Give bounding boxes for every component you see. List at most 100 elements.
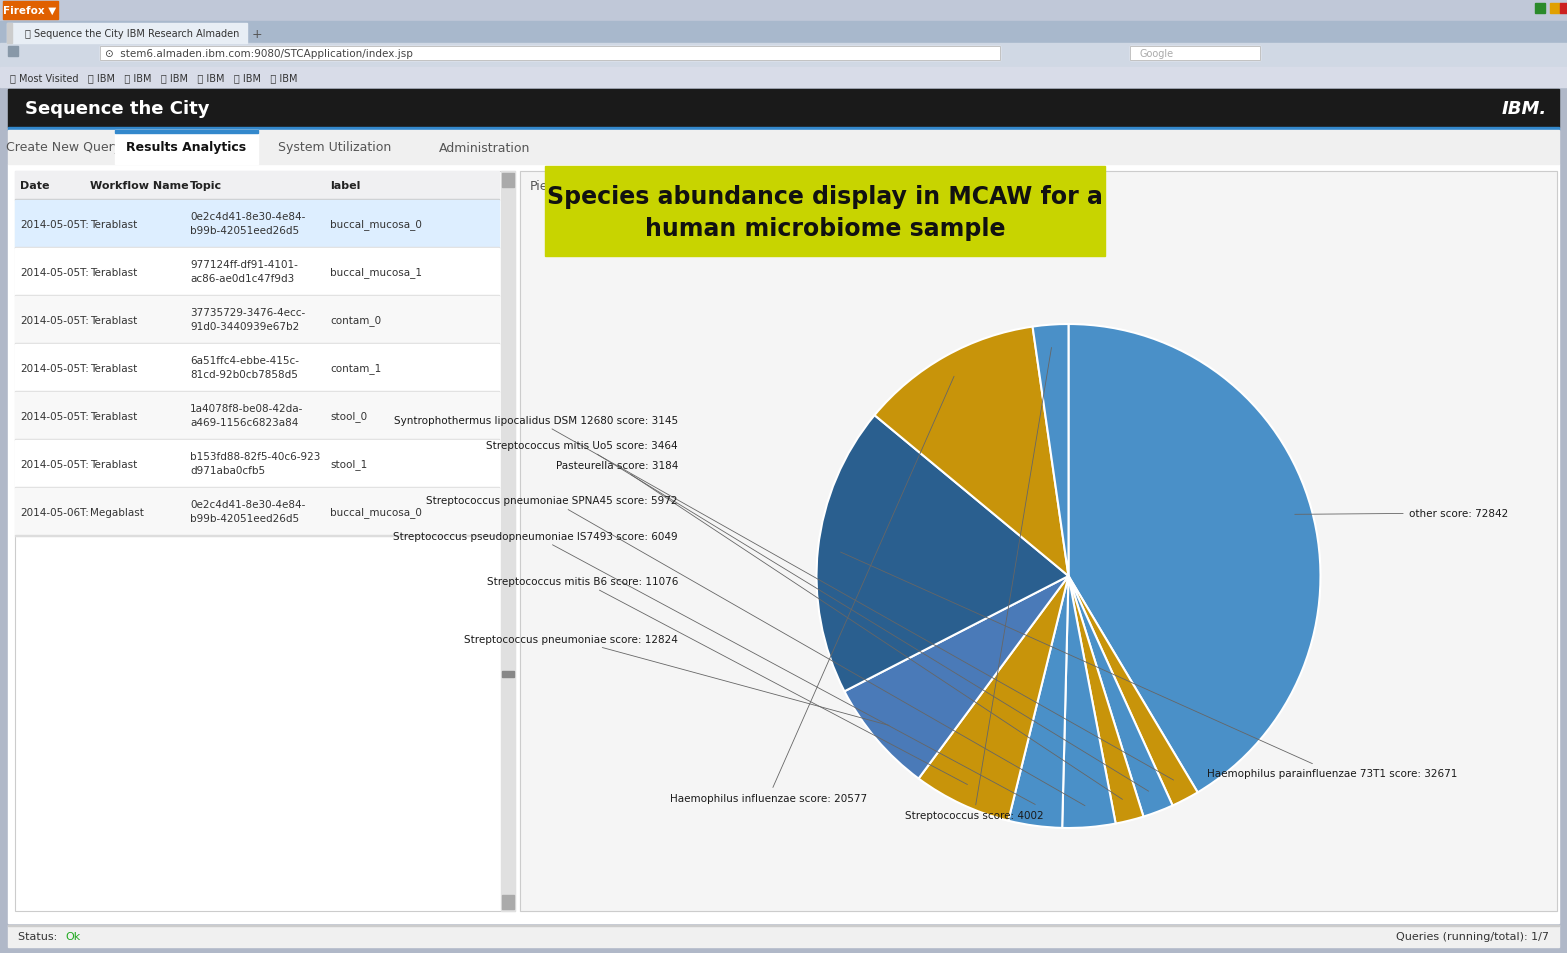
Bar [8,131,1559,165]
Text: Status:: Status: [17,931,61,941]
Bar [16,249,498,296]
Text: IBM.: IBM. [1501,100,1547,118]
Bar [3,2,58,20]
Text: Pasteurella score: 3184: Pasteurella score: 3184 [556,460,1122,800]
Text: Haemophilus influenzae score: 20577: Haemophilus influenzae score: 20577 [669,376,954,803]
Bar [16,488,498,489]
Bar [0,0,1567,22]
Text: 0e2c4d41-8e30-4e84-: 0e2c4d41-8e30-4e84- [190,499,306,510]
Text: Terablast: Terablast [89,459,138,470]
Text: 2014-05-05T:: 2014-05-05T: [20,315,89,326]
Text: ⊙  stem6.almaden.ibm.com:9080/STCApplication/index.jsp: ⊙ stem6.almaden.ibm.com:9080/STCApplicat… [105,49,412,59]
Bar [520,172,1558,911]
Bar [0,44,1567,68]
Bar [501,895,514,909]
Bar [16,393,498,440]
Bar [501,671,514,678]
Text: 2014-05-05T:: 2014-05-05T: [20,459,89,470]
Bar [545,167,1105,256]
Text: human microbiome sample: human microbiome sample [644,216,1006,241]
Text: label: label [331,181,360,191]
Bar [324,203,494,247]
Wedge shape [918,577,1069,821]
Text: Haemophilus parainfluenzae 73T1 score: 32671: Haemophilus parainfluenzae 73T1 score: 3… [840,553,1457,778]
Bar [1130,47,1260,61]
Text: 2014-05-05T:: 2014-05-05T: [20,220,89,230]
Text: Streptococcus pneumoniae SPNA45 score: 5972: Streptococcus pneumoniae SPNA45 score: 5… [426,496,1084,806]
Text: 37735729-3476-4ecc-: 37735729-3476-4ecc- [190,308,306,317]
Text: d971aba0cfb5: d971aba0cfb5 [190,465,265,476]
Bar [1561,4,1567,14]
Bar [8,925,1559,947]
Bar [114,131,259,133]
Text: buccal_mucosa_0: buccal_mucosa_0 [331,507,422,517]
Bar [8,165,1559,923]
Wedge shape [1062,577,1116,828]
Text: Streptococcus pseudopneumoniae IS7493 score: 6049: Streptococcus pseudopneumoniae IS7493 sc… [393,531,1036,804]
Bar [501,173,514,188]
Text: 81cd-92b0cb7858d5: 81cd-92b0cb7858d5 [190,370,298,379]
Text: Results Analytics: Results Analytics [127,141,246,154]
Text: Terablast: Terablast [89,412,138,421]
Text: Queries (running/total): 1/7: Queries (running/total): 1/7 [1396,931,1550,941]
Text: 2014-05-05T:: 2014-05-05T: [20,268,89,277]
Text: Terablast: Terablast [89,220,138,230]
Wedge shape [1069,577,1172,817]
Text: Streptococcus mitis Uo5 score: 3464: Streptococcus mitis Uo5 score: 3464 [486,440,1149,791]
Bar [16,172,516,911]
Text: Create New Query: Create New Query [6,141,121,154]
Text: contam_0: contam_0 [331,315,381,326]
Text: b153fd88-82f5-40c6-923: b153fd88-82f5-40c6-923 [190,452,320,461]
Text: Topic: Topic [190,181,223,191]
Text: ⭐ Most Visited   📁 IBM   📁 IBM   📁 IBM   📁 IBM   📁 IBM   📁 IBM: ⭐ Most Visited 📁 IBM 📁 IBM 📁 IBM 📁 IBM 📁… [9,73,298,83]
Bar [16,345,498,393]
Text: 6a51ffc4-ebbe-415c-: 6a51ffc4-ebbe-415c- [190,355,299,366]
Text: Terablast: Terablast [89,315,138,326]
Bar [520,172,1558,911]
Text: 977124ff-df91-4101-: 977124ff-df91-4101- [190,260,298,270]
Bar [6,24,13,44]
Text: Streptococcus pneumoniae score: 12824: Streptococcus pneumoniae score: 12824 [464,635,888,725]
Wedge shape [816,416,1069,692]
Text: System Utilization: System Utilization [279,141,392,154]
Bar [16,172,498,200]
Text: +: + [252,28,263,40]
Text: ac86-ae0d1c47f9d3: ac86-ae0d1c47f9d3 [190,274,295,284]
Bar [0,22,1567,44]
Bar [501,172,516,911]
Wedge shape [1008,577,1069,828]
Text: Administration: Administration [439,141,531,154]
Text: Pie: Pie [530,180,548,193]
Bar [16,172,516,911]
Bar [16,296,498,345]
Bar [16,200,498,201]
Bar [16,248,498,249]
Text: 1a4078f8-be08-42da-: 1a4078f8-be08-42da- [190,403,304,414]
Bar [16,392,498,393]
Bar [8,47,17,57]
Text: Firefox ▼: Firefox ▼ [3,6,56,16]
Bar [8,90,1559,128]
Text: a469-1156c6823a84: a469-1156c6823a84 [190,417,298,428]
Bar [8,128,1559,131]
Wedge shape [845,577,1069,779]
Text: Workflow Name: Workflow Name [89,181,188,191]
Bar [16,344,498,345]
Text: buccal_mucosa_1: buccal_mucosa_1 [331,267,422,278]
Text: 2014-05-05T:: 2014-05-05T: [20,364,89,374]
Bar [16,295,498,296]
Text: Syntrophothermus lipocalidus DSM 12680 score: 3145: Syntrophothermus lipocalidus DSM 12680 s… [393,416,1174,781]
Bar [16,440,498,489]
Text: Species abundance display in MCAW for a: Species abundance display in MCAW for a [547,185,1103,209]
Text: 91d0-3440939e67b2: 91d0-3440939e67b2 [190,322,299,332]
Text: contam_1: contam_1 [331,363,381,375]
Bar [16,201,498,249]
Bar [100,47,1000,61]
Wedge shape [1069,577,1144,823]
Text: 0e2c4d41-8e30-4e84-: 0e2c4d41-8e30-4e84- [190,212,306,222]
Text: other score: 72842: other score: 72842 [1294,509,1507,518]
Bar [16,489,498,537]
Text: 2014-05-05T:: 2014-05-05T: [20,412,89,421]
Bar [114,131,259,165]
Text: buccal_mucosa_0: buccal_mucosa_0 [331,219,422,231]
